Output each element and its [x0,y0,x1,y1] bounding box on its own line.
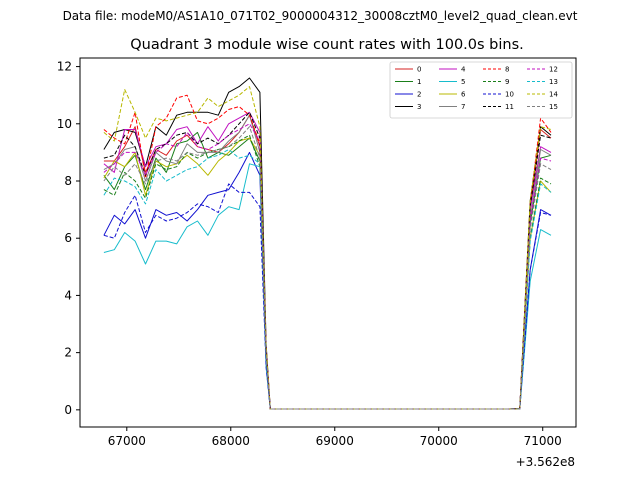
legend-label-0: 0 [417,66,421,74]
legend-label-10: 10 [505,91,514,99]
legend-label-7: 7 [461,103,465,111]
legend-box [389,61,573,119]
axes-frame [79,57,577,428]
legend-label-11: 11 [505,103,514,111]
legend-label-6: 6 [461,91,466,99]
y-tick-label: 2 [64,346,72,360]
x-tick-label: 68000 [212,434,250,448]
x-tick-label: 69000 [316,434,354,448]
y-tick-label: 10 [57,117,72,131]
legend-label-2: 2 [417,91,421,99]
y-tick-label: 6 [64,231,72,245]
legend-label-5: 5 [461,78,465,86]
plot-area [103,77,552,410]
legend-label-1: 1 [417,78,421,86]
y-tick-label: 8 [64,174,72,188]
x-tick-label: 67000 [108,434,146,448]
legend-label-3: 3 [417,103,421,111]
x-offset-label: +3.562e8 [516,455,575,469]
x-tick-label: 70000 [420,434,458,448]
y-tick-label: 0 [64,403,72,417]
x-tick-label: 71000 [524,434,562,448]
chart-title: Quadrant 3 module wise count rates with … [130,37,524,53]
legend-label-9: 9 [505,78,509,86]
series-line-15 [103,126,552,410]
legend-label-14: 14 [549,91,558,99]
y-tick-label: 4 [64,288,72,302]
legend-label-8: 8 [505,66,509,74]
legend-label-15: 15 [549,103,558,111]
legend-label-12: 12 [549,66,558,74]
legend-label-4: 4 [461,66,466,74]
y-tick-label: 12 [57,60,72,74]
file-suptitle: Data file: modeM0/AS1A10_071T02_90000043… [63,9,578,23]
legend-label-13: 13 [549,78,558,86]
